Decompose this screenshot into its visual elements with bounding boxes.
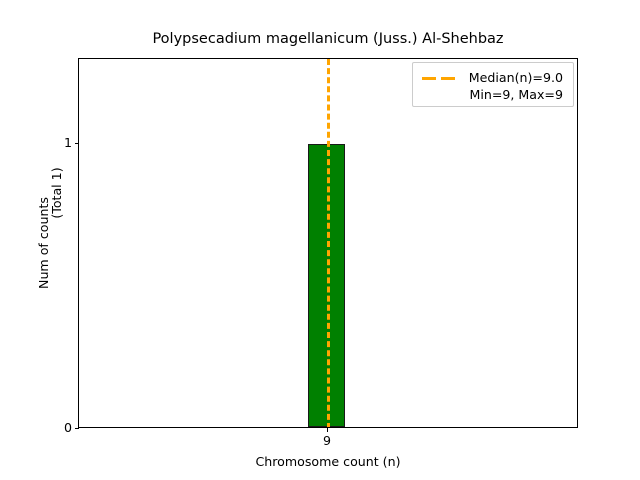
xtick-label-9: 9 — [322, 433, 331, 448]
ytick-label-0: 0 — [63, 420, 72, 435]
y-axis-label-total: (Total 1) — [49, 167, 64, 219]
legend-label-minmax: Min=9, Max=9 — [469, 87, 563, 102]
xtick-mark-9 — [327, 428, 328, 432]
ytick-label-1: 1 — [63, 135, 72, 150]
x-axis-label: Chromosome count (n) — [255, 454, 401, 469]
page-title: Polypsecadium magellanicum (Juss.) Al-Sh… — [152, 31, 504, 47]
ytick-labels: 1 0 — [44, 0, 72, 480]
plot-area — [78, 58, 578, 428]
legend-text-block: Median(n)=9.0 Min=9, Max=9 — [457, 69, 565, 103]
dashed-line-icon — [421, 72, 457, 85]
legend-label-median: Median(n)=9.0 — [468, 70, 563, 85]
ytick-mark-1 — [74, 143, 79, 144]
median-line — [326, 59, 330, 427]
legend: Median(n)=9.0 Min=9, Max=9 — [412, 62, 574, 107]
ytick-mark-0 — [74, 428, 79, 429]
legend-entry-median: Median(n)=9.0 Min=9, Max=9 — [413, 63, 573, 106]
